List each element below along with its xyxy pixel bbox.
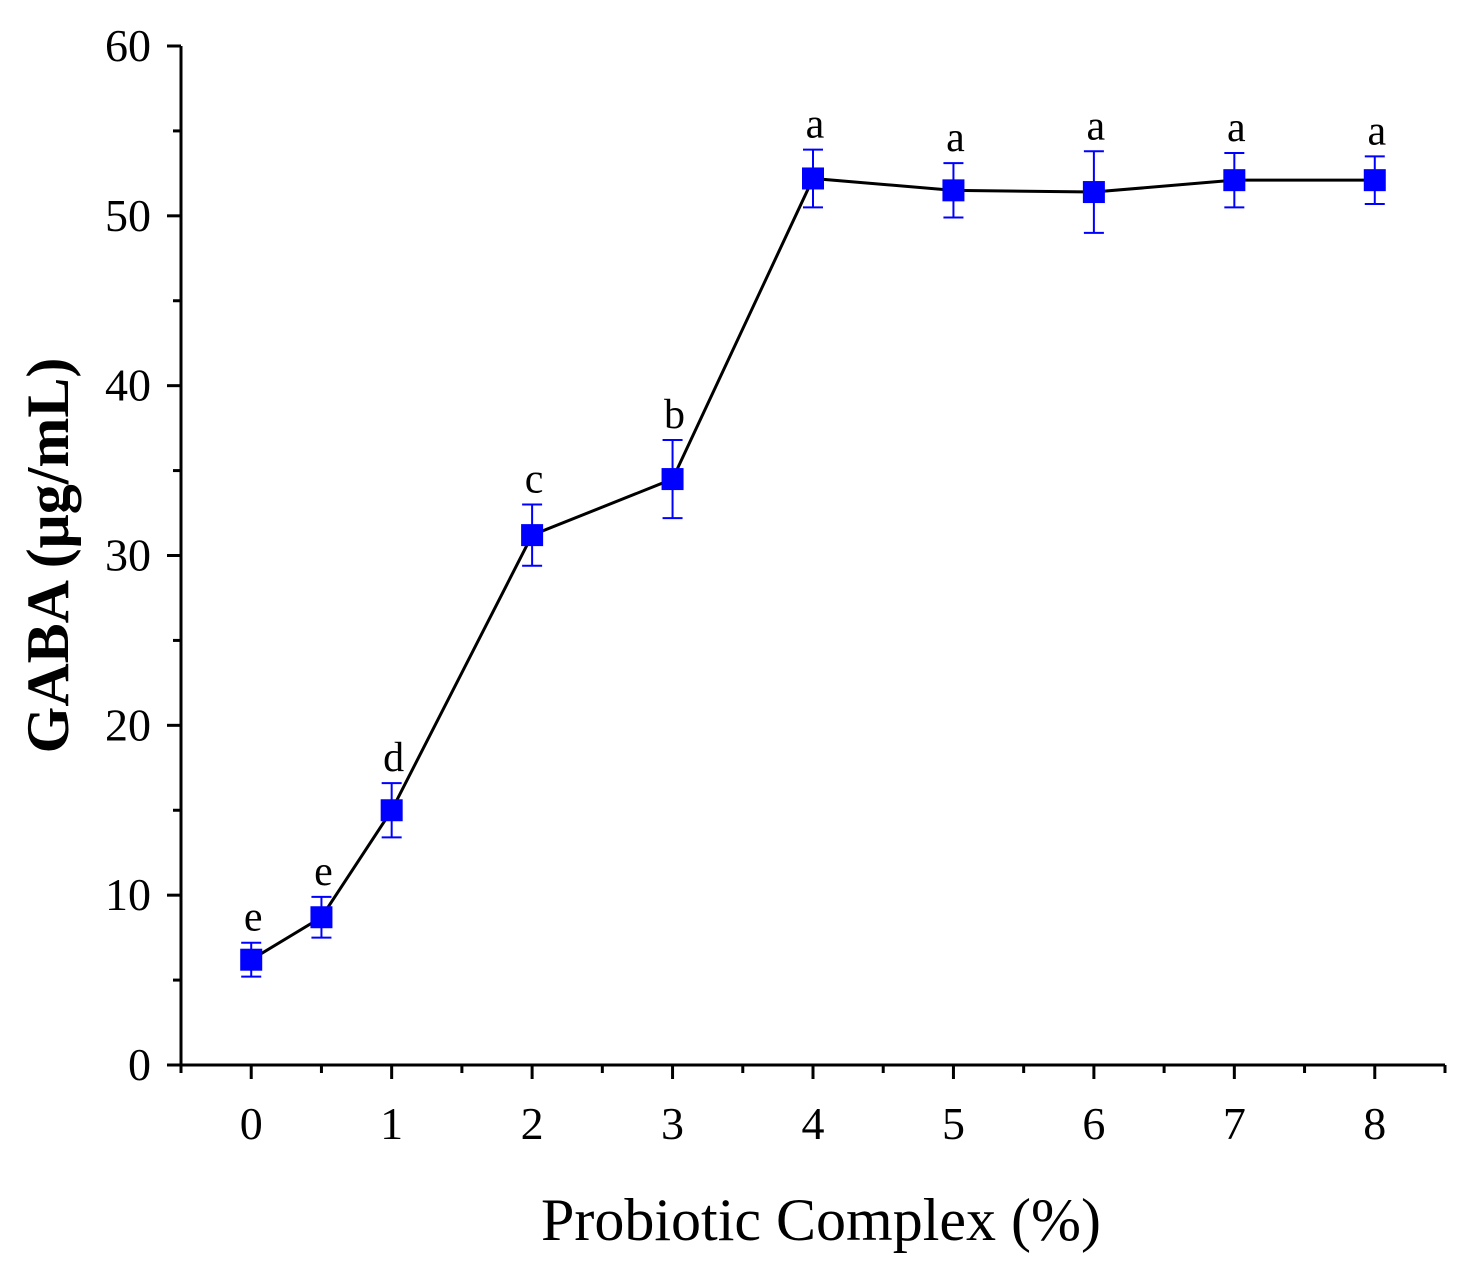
x-tick-label: 2 — [521, 1098, 544, 1149]
data-point-marker — [380, 799, 403, 822]
y-tick-label: 50 — [105, 190, 151, 241]
data-point-marker — [1223, 169, 1246, 192]
significance-label: c — [525, 457, 544, 503]
data-point-marker — [661, 468, 684, 491]
data-point-marker — [310, 906, 333, 929]
y-tick-label: 0 — [128, 1039, 151, 1090]
significance-label: a — [806, 102, 825, 148]
axis-ticks: 0 10 20 30 40 50 60 0 1 2 3 4 5 6 7 8 — [105, 20, 1447, 1149]
y-tick-label: 20 — [105, 699, 151, 750]
data-series: e e d c b a a a a a — [240, 102, 1386, 978]
data-point-marker — [1082, 181, 1105, 204]
significance-label: a — [1087, 103, 1106, 149]
significance-label: d — [383, 735, 404, 781]
y-tick-label: 40 — [105, 360, 151, 411]
x-tick-label: 5 — [942, 1098, 965, 1149]
data-point-marker — [240, 948, 263, 971]
y-tick-label: 60 — [105, 20, 151, 71]
y-tick-label: 30 — [105, 530, 151, 581]
significance-label: a — [1227, 105, 1246, 151]
y-axis-title: GABA (μg/mL) — [15, 358, 81, 754]
data-point-marker — [802, 167, 824, 190]
x-tick-label: 4 — [802, 1098, 825, 1149]
significance-label: e — [244, 895, 263, 941]
significance-label: a — [946, 115, 965, 161]
x-tick-label: 3 — [661, 1098, 684, 1149]
data-point-marker — [942, 179, 965, 202]
x-tick-label: 1 — [380, 1098, 403, 1149]
significance-label: a — [1367, 108, 1386, 154]
y-tick-label: 10 — [105, 869, 151, 920]
series-line — [250, 176, 1375, 961]
x-axis-title: Probiotic Complex (%) — [541, 1187, 1101, 1253]
data-point-marker — [521, 524, 544, 547]
significance-label: e — [314, 849, 333, 895]
x-tick-label: 7 — [1223, 1098, 1246, 1149]
x-tick-label: 6 — [1082, 1098, 1105, 1149]
data-point-marker — [1363, 169, 1386, 192]
x-tick-label: 0 — [240, 1098, 263, 1149]
x-tick-label: 8 — [1363, 1098, 1386, 1149]
significance-label: b — [664, 392, 685, 438]
